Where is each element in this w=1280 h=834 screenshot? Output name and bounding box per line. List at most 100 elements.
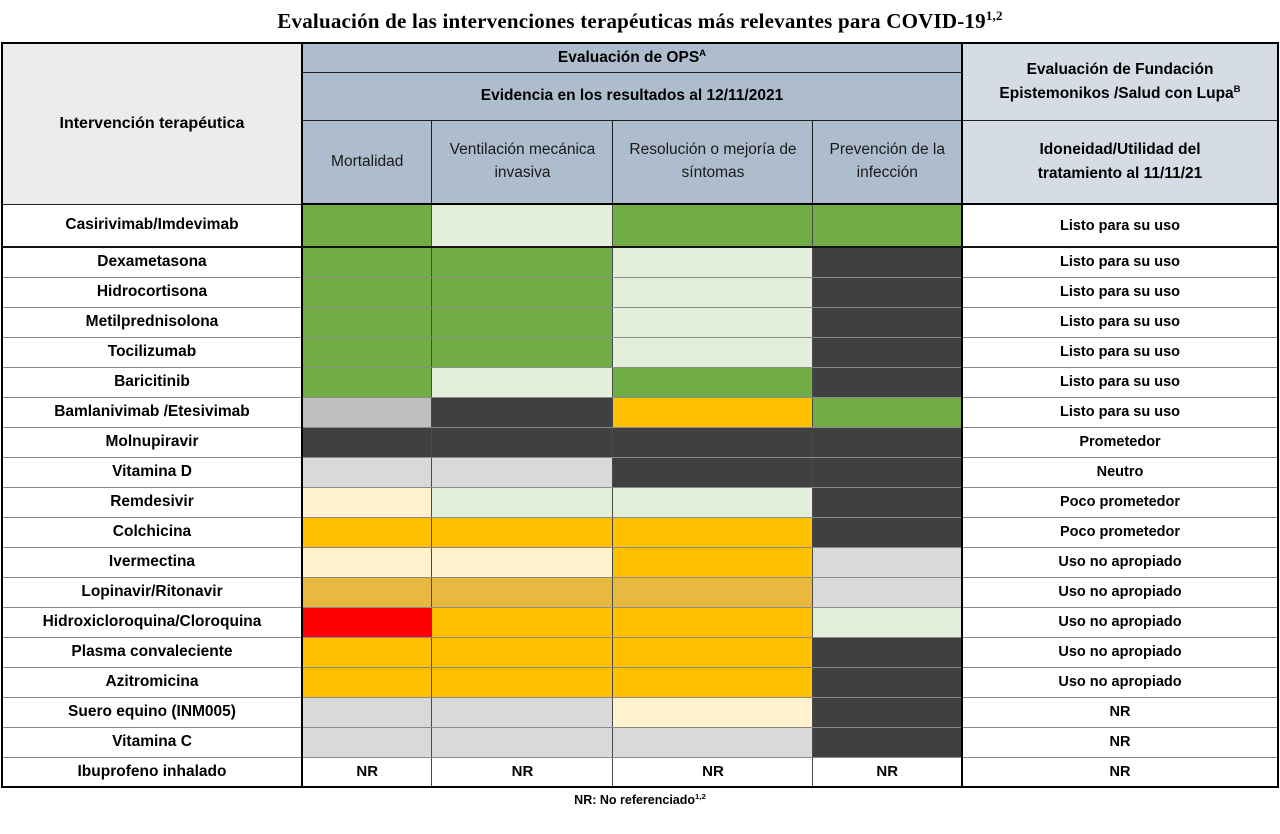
- header-row-ops: Intervención terapéutica Evaluación de O…: [1, 42, 1279, 205]
- outcome-cell-mortalidad: [301, 366, 433, 398]
- evaluation-cell: Uso no apropiado: [961, 606, 1279, 638]
- table-row: Hidrocortisona Listo para su uso: [1, 276, 1279, 308]
- table-body: Casirivimab/Imdevimab Listo para su uso De…: [1, 203, 1279, 788]
- table-row: Hidroxicloroquina/Cloroquina Uso no aprop…: [1, 606, 1279, 638]
- outcome-cell-ventilacion-mecanica-invasiva: [431, 576, 614, 608]
- outcome-cell-prevencion-infeccion: [812, 666, 964, 698]
- page-title: Evaluación de las intervenciones terapéu…: [0, 0, 1280, 34]
- outcome-cell-resolucion-mejoria-sintomas: [612, 203, 814, 248]
- evaluation-cell: NR: [961, 756, 1279, 788]
- table-row: Ivermectina Uso no apropiado: [1, 546, 1279, 578]
- page-title-text: Evaluación de las intervenciones terapéu…: [277, 9, 986, 33]
- page-title-superscript: 1,2: [985, 8, 1003, 23]
- outcome-cell-mortalidad: [301, 666, 433, 698]
- intervention-name: Remdesivir: [1, 486, 303, 518]
- outcome-cell-mortalidad: [301, 576, 433, 608]
- evaluation-cell: Neutro: [961, 456, 1279, 488]
- outcome-cell-resolucion-mejoria-sintomas: [612, 366, 814, 398]
- table-row: Metilprednisolona Listo para su uso: [1, 306, 1279, 338]
- intervention-name: Molnupiravir: [1, 426, 303, 458]
- outcome-cell-ventilacion-mecanica-invasiva: [431, 306, 614, 338]
- outcome-cell-resolucion-mejoria-sintomas: [612, 486, 814, 518]
- intervention-name: Bamlanivimab /Etesivimab: [1, 396, 303, 428]
- table-row: Vitamina C NR: [1, 726, 1279, 758]
- intervention-name: Vitamina C: [1, 726, 303, 758]
- outcome-cell-resolucion-mejoria-sintomas: [612, 726, 814, 758]
- outcome-cell-prevencion-infeccion: [812, 696, 964, 728]
- ops-superscript: A: [699, 47, 707, 59]
- outcome-cell-resolucion-mejoria-sintomas: [612, 276, 814, 308]
- outcome-cell-mortalidad: [301, 336, 433, 368]
- outcome-cell-ventilacion-mecanica-invasiva: [431, 546, 614, 578]
- outcome-cell-prevencion-infeccion: [812, 203, 964, 248]
- outcome-cell-resolucion-mejoria-sintomas: [612, 666, 814, 698]
- outcome-cell-resolucion-mejoria-sintomas: [612, 306, 814, 338]
- idoneidad-header: Idoneidad/Utilidad del tratamiento al 11…: [961, 119, 1279, 205]
- table-row: Vitamina D Neutro: [1, 456, 1279, 488]
- table-row: Casirivimab/Imdevimab Listo para su uso: [1, 203, 1279, 248]
- evaluation-cell: Listo para su uso: [961, 306, 1279, 338]
- table-row: Colchicina Poco prometedor: [1, 516, 1279, 548]
- outcome-cell-resolucion-mejoria-sintomas: [612, 246, 814, 278]
- intervention-name: Tocilizumab: [1, 336, 303, 368]
- intervention-name: Azitromicina: [1, 666, 303, 698]
- ops-header: Evaluación de OPSA: [301, 42, 963, 73]
- table-row: Lopinavir/Ritonavir Uso no apropiado: [1, 576, 1279, 608]
- outcome-cell-resolucion-mejoria-sintomas: [612, 516, 814, 548]
- intervention-name: Metilprednisolona: [1, 306, 303, 338]
- evaluation-cell: Listo para su uso: [961, 276, 1279, 308]
- outcome-cell-prevencion-infeccion: [812, 276, 964, 308]
- outcome-cell-prevencion-infeccion: [812, 396, 964, 428]
- evaluation-cell: Listo para su uso: [961, 246, 1279, 278]
- outcome-cell-mortalidad: [301, 726, 433, 758]
- outcome-cell-prevencion-infeccion: [812, 636, 964, 668]
- fundacion-superscript: B: [1233, 83, 1241, 95]
- outcome-cell-prevencion-infeccion: [812, 546, 964, 578]
- outcome-cell-ventilacion-mecanica-invasiva: [431, 666, 614, 698]
- evidence-header: Evidencia en los resultados al 12/11/202…: [301, 71, 963, 121]
- outcome-cell-prevencion-infeccion: [812, 366, 964, 398]
- intervention-name: Plasma convaleciente: [1, 636, 303, 668]
- table-row: Suero equino (INM005) NR: [1, 696, 1279, 728]
- outcome-cell-prevencion-infeccion: [812, 426, 964, 458]
- table-row: Plasma convaleciente Uso no apropiado: [1, 636, 1279, 668]
- evaluation-cell: Listo para su uso: [961, 203, 1279, 248]
- intervention-name: Hidrocortisona: [1, 276, 303, 308]
- intervention-name: Suero equino (INM005): [1, 696, 303, 728]
- outcome-cell-mortalidad: [301, 426, 433, 458]
- outcome-cell-ventilacion-mecanica-invasiva: [431, 396, 614, 428]
- outcome-cell-mortalidad: [301, 276, 433, 308]
- outcome-cell-mortalidad: [301, 546, 433, 578]
- intervention-name: Colchicina: [1, 516, 303, 548]
- outcome-cell-ventilacion-mecanica-invasiva: [431, 426, 614, 458]
- outcome-cell-ventilacion-mecanica-invasiva: [431, 366, 614, 398]
- table-row: Tocilizumab Listo para su uso: [1, 336, 1279, 368]
- outcome-cell-resolucion-mejoria-sintomas: [612, 696, 814, 728]
- outcome-cell-resolucion-mejoria-sintomas: [612, 456, 814, 488]
- evaluation-cell: Uso no apropiado: [961, 636, 1279, 668]
- outcome-header-prevencion-infeccion: Prevención de la infección: [812, 119, 963, 205]
- outcome-cell-ventilacion-mecanica-invasiva: [431, 636, 614, 668]
- outcome-cell-mortalidad: [301, 486, 433, 518]
- evaluation-cell: Poco prometedor: [961, 516, 1279, 548]
- intervention-name: Hidroxicloroquina/Cloroquina: [1, 606, 303, 638]
- outcome-cell-ventilacion-mecanica-invasiva: NR: [431, 756, 614, 788]
- outcome-header-mortalidad: Mortalidad: [301, 119, 433, 205]
- intervention-name: Ibuprofeno inhalado: [1, 756, 303, 788]
- outcome-cell-ventilacion-mecanica-invasiva: [431, 726, 614, 758]
- outcome-cell-mortalidad: [301, 396, 433, 428]
- outcome-cell-mortalidad: [301, 636, 433, 668]
- evaluation-cell: Uso no apropiado: [961, 546, 1279, 578]
- outcome-cell-ventilacion-mecanica-invasiva: [431, 246, 614, 278]
- outcome-cell-resolucion-mejoria-sintomas: [612, 576, 814, 608]
- outcome-cell-mortalidad: NR: [301, 756, 433, 788]
- outcome-cell-prevencion-infeccion: [812, 576, 964, 608]
- evaluation-cell: Listo para su uso: [961, 336, 1279, 368]
- outcome-cell-prevencion-infeccion: [812, 606, 964, 638]
- outcome-cell-ventilacion-mecanica-invasiva: [431, 606, 614, 638]
- outcome-cell-prevencion-infeccion: [812, 726, 964, 758]
- outcome-cell-ventilacion-mecanica-invasiva: [431, 456, 614, 488]
- outcome-cell-prevencion-infeccion: [812, 336, 964, 368]
- outcome-cell-ventilacion-mecanica-invasiva: [431, 696, 614, 728]
- table-row: Ibuprofeno inhalado NR NR NR NR NR: [1, 756, 1279, 788]
